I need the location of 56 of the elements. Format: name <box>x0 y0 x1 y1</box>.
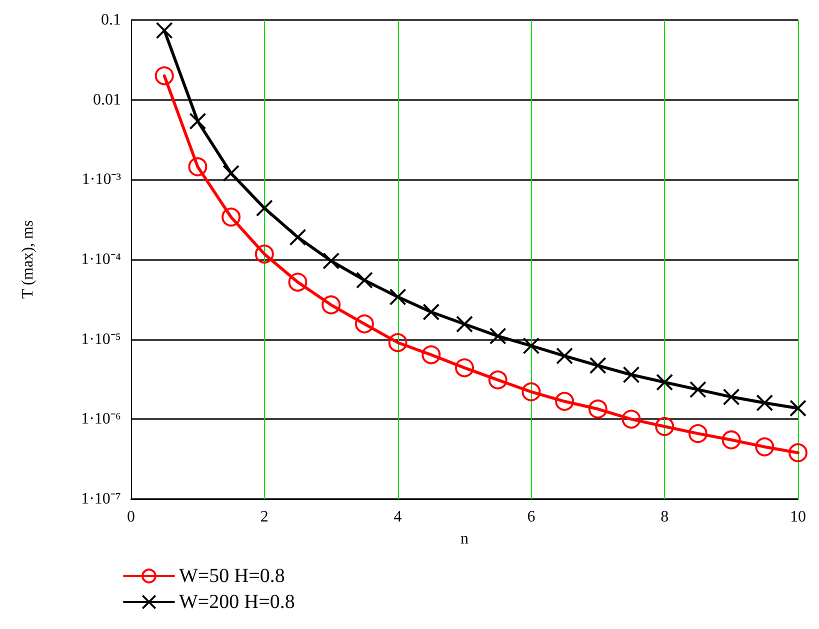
point <box>756 394 774 412</box>
point <box>622 410 641 429</box>
point <box>289 228 306 246</box>
point <box>456 316 473 333</box>
point <box>389 288 406 306</box>
point <box>222 164 240 182</box>
point <box>790 400 806 417</box>
point <box>222 208 241 227</box>
point <box>556 347 574 364</box>
point <box>356 272 373 289</box>
point <box>656 374 674 391</box>
y-tick-label: 1·10⁻³ <box>82 171 122 188</box>
y-axis-title: T (max), ms <box>20 220 36 299</box>
point <box>588 400 608 419</box>
y-tick-label: 0.1 <box>101 12 121 28</box>
x-tick-label: 6 <box>527 508 536 526</box>
point <box>422 303 440 320</box>
legend-label: W=50 H=0.8 <box>179 565 285 587</box>
point <box>354 314 374 334</box>
x-tick-label: 0 <box>127 508 135 526</box>
x-tick-label: 4 <box>394 508 402 526</box>
point <box>755 437 774 456</box>
point <box>188 157 208 176</box>
point <box>655 416 674 436</box>
x-tick-label: 8 <box>660 508 669 526</box>
point <box>288 272 308 292</box>
y-tick-label: 1·10⁻⁷ <box>81 490 121 508</box>
point <box>722 388 740 406</box>
point <box>689 381 706 398</box>
point <box>455 358 474 378</box>
x-tick-label: 10 <box>790 508 806 526</box>
point <box>156 22 173 39</box>
point <box>555 392 574 411</box>
point <box>522 337 540 354</box>
point <box>154 66 174 86</box>
point <box>322 295 341 314</box>
point <box>488 370 508 390</box>
legend-label: W=200 H=0.8 <box>179 591 295 613</box>
point <box>189 112 206 130</box>
y-tick-label: 1·10⁻⁴ <box>81 251 122 268</box>
point <box>254 244 274 264</box>
point <box>388 333 408 352</box>
point <box>522 382 541 402</box>
y-tick-label: 0.01 <box>93 91 121 108</box>
point <box>589 357 606 374</box>
y-tick-label: 1·10⁻⁶ <box>81 410 121 428</box>
point <box>788 443 808 462</box>
point <box>688 424 708 444</box>
point <box>722 430 741 450</box>
x-tick-label: 2 <box>260 508 268 526</box>
point <box>322 252 340 270</box>
y-tick-label: 1·10⁻⁵ <box>81 330 121 348</box>
point <box>422 345 441 364</box>
point <box>622 366 640 384</box>
x-axis-title: n <box>460 530 468 548</box>
point <box>489 328 506 345</box>
